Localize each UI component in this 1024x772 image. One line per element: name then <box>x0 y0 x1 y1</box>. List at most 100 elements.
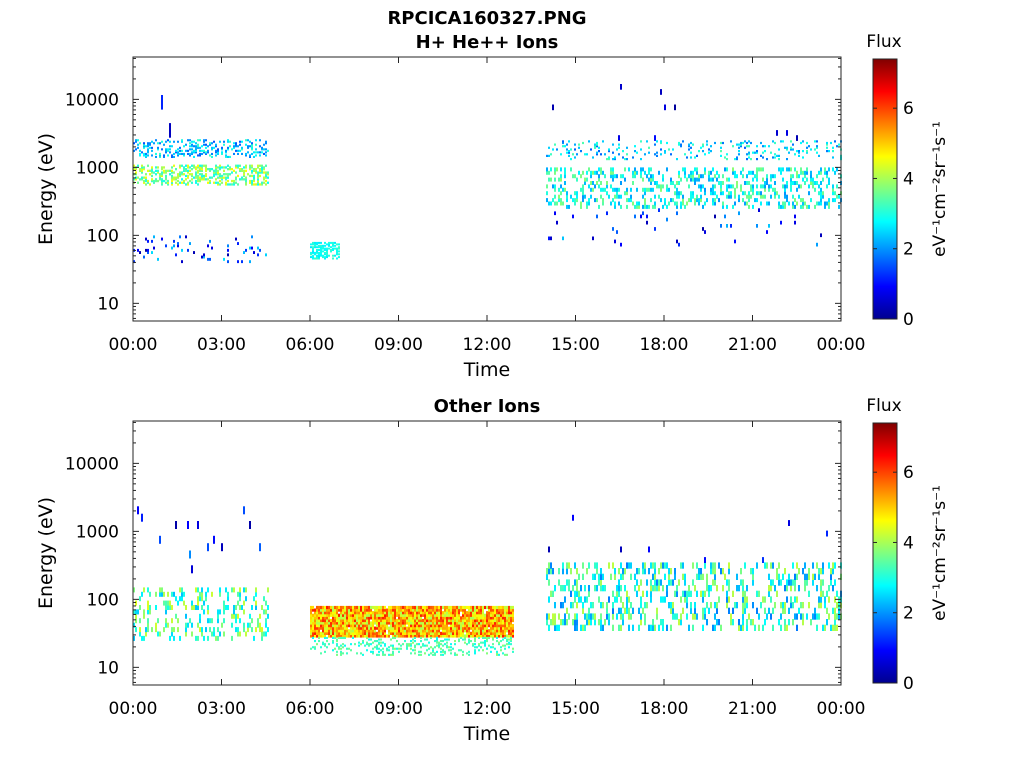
flux-cell <box>448 613 450 617</box>
flux-cell <box>372 647 374 650</box>
flux-cell <box>700 187 702 192</box>
flux-cell <box>231 171 233 174</box>
flux-cell <box>314 646 316 649</box>
flux-cell <box>446 626 448 630</box>
flux-cell <box>328 629 330 633</box>
flux-cell <box>832 624 834 631</box>
flux-cell <box>784 585 786 592</box>
flux-cell <box>197 146 199 149</box>
flux-cell <box>356 608 358 612</box>
flux-cell <box>504 636 506 639</box>
flux-cell <box>546 619 548 626</box>
flux-cell <box>808 602 810 609</box>
flux-cell <box>670 607 672 614</box>
flux-cell <box>408 631 410 635</box>
flux-cell <box>392 634 394 638</box>
flux-cell <box>616 585 618 592</box>
flux-cell <box>582 573 584 580</box>
flux-cell <box>233 169 235 172</box>
flux-cell <box>312 243 314 246</box>
flux-cell <box>484 636 486 639</box>
flux-cell <box>728 177 730 182</box>
flux-cell <box>362 634 364 638</box>
flux-cell <box>768 607 770 614</box>
flux-cell <box>790 187 792 192</box>
flux-cell <box>358 629 360 633</box>
flux-cell <box>332 243 334 246</box>
flux-cell <box>594 170 596 175</box>
flux-cell <box>175 596 177 602</box>
flux-cell <box>374 616 376 620</box>
flux-cell <box>430 629 432 633</box>
flux-cell <box>612 624 614 631</box>
flux-cell <box>462 650 464 653</box>
flux-cell <box>334 634 336 638</box>
flux-cell <box>402 611 404 615</box>
flux-cell <box>163 143 165 146</box>
flux-cell <box>165 609 167 615</box>
flux-cell <box>666 624 668 631</box>
flux-cell <box>356 616 358 620</box>
flux-cell <box>612 143 614 146</box>
flux-cell <box>418 650 420 653</box>
flux-cell <box>594 562 596 569</box>
flux-cell <box>510 616 512 620</box>
flux-cell <box>706 198 708 203</box>
flux-cell <box>398 613 400 617</box>
flux-cell <box>468 605 470 610</box>
flux-cell <box>181 248 183 252</box>
flux-cell <box>468 618 470 623</box>
flux-cell <box>165 622 167 628</box>
flux-cell <box>267 613 269 619</box>
flux-cell <box>608 596 610 603</box>
flux-cell <box>772 579 774 586</box>
flux-cell <box>203 140 205 143</box>
flux-cell <box>324 608 326 612</box>
flux-cell <box>816 140 818 143</box>
flux-cell <box>478 608 480 612</box>
flux-cell <box>392 631 394 635</box>
flux-cell <box>620 546 622 553</box>
flux-cell <box>424 605 426 610</box>
flux-cell <box>177 152 179 155</box>
flux-cell <box>710 602 712 609</box>
flux-cell <box>412 605 414 610</box>
flux-cell <box>145 248 147 252</box>
flux-cell <box>774 141 776 145</box>
flux-cell <box>326 605 328 610</box>
flux-cell <box>207 609 209 615</box>
flux-cell <box>720 141 722 145</box>
flux-cell <box>820 194 822 199</box>
flux-cell <box>672 607 674 614</box>
flux-cell <box>826 590 828 597</box>
flux-cell <box>227 253 229 257</box>
flux-cell <box>594 619 596 626</box>
flux-cell <box>574 148 576 151</box>
flux-cell <box>734 170 736 175</box>
flux-cell <box>354 631 356 635</box>
flux-cell <box>554 167 556 172</box>
flux-cell <box>219 591 221 597</box>
flux-cell <box>139 169 141 172</box>
flux-cell <box>137 164 139 167</box>
flux-cell <box>243 173 245 176</box>
flux-cell <box>500 626 502 630</box>
flux-cell <box>199 173 201 176</box>
flux-cell <box>476 611 478 615</box>
flux-cell <box>508 638 510 641</box>
flux-cell <box>594 143 596 146</box>
flux-cell <box>438 643 440 646</box>
flux-cell <box>187 152 189 155</box>
flux-cell <box>436 638 438 641</box>
flux-cell <box>812 613 814 620</box>
flux-cell <box>510 629 512 633</box>
flux-cell <box>588 184 590 189</box>
flux-cell <box>464 611 466 615</box>
flux-cell <box>464 638 466 641</box>
flux-cell <box>464 624 466 628</box>
flux-cell <box>370 626 372 630</box>
flux-cell <box>253 251 255 254</box>
flux-cell <box>245 179 247 183</box>
flux-cell <box>247 145 249 148</box>
flux-cell <box>354 629 356 633</box>
